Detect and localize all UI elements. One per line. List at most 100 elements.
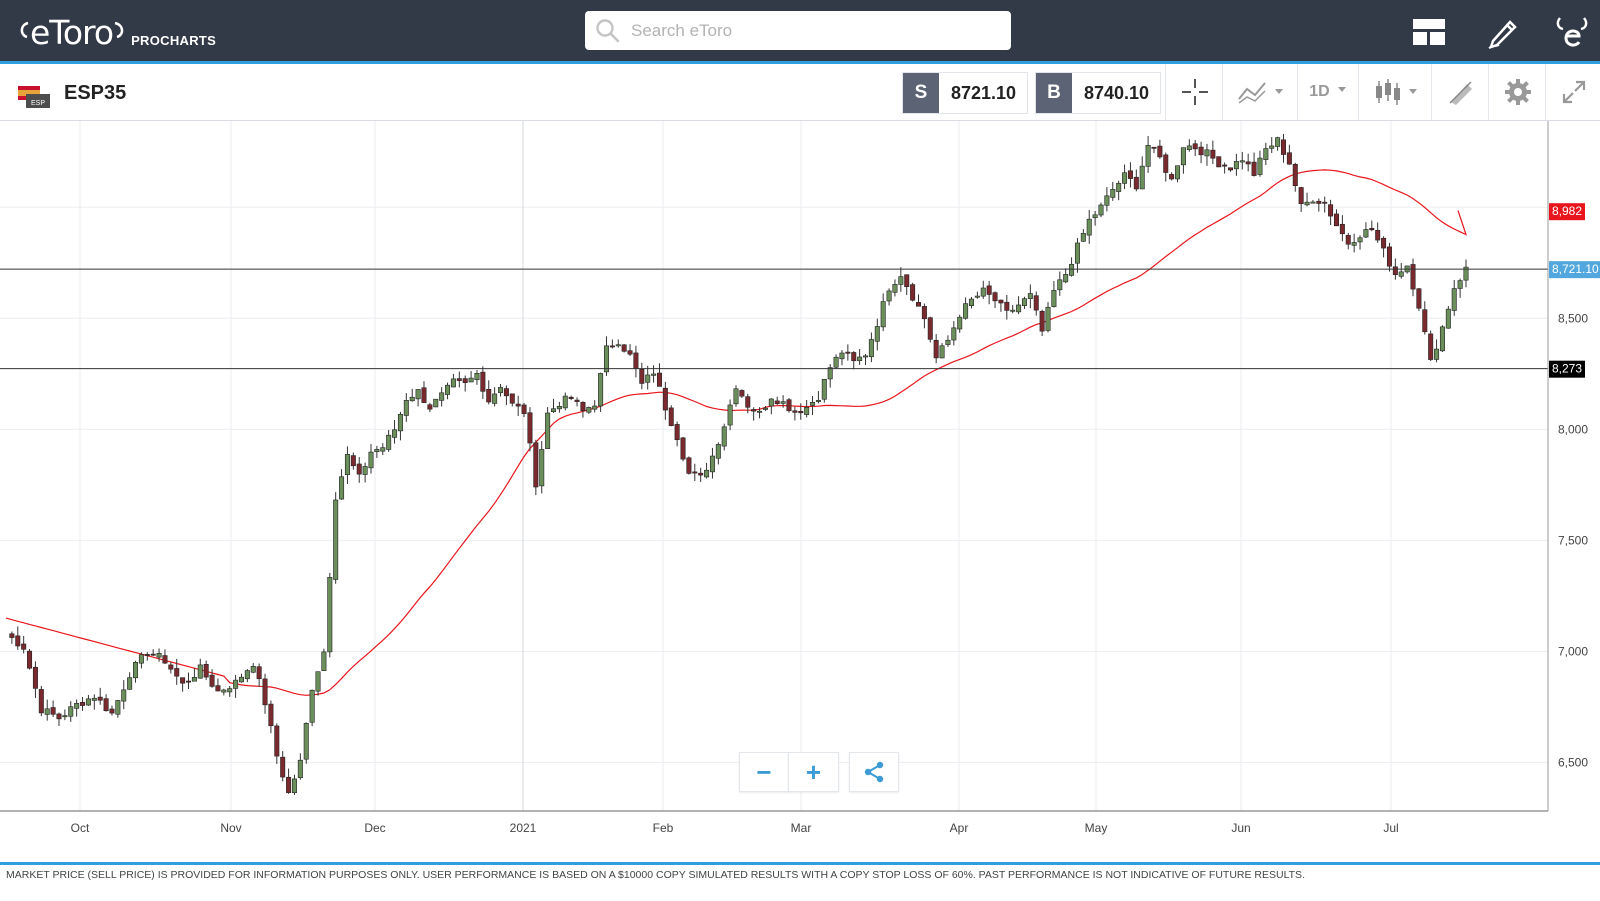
price-tag-label: 8,721.10 (1552, 262, 1599, 276)
candle-down (1004, 301, 1010, 311)
layout-icon[interactable] (1409, 12, 1449, 52)
candle-up (1351, 242, 1357, 246)
candle-down (168, 664, 174, 670)
candle-up (762, 407, 768, 410)
candle-down (851, 352, 857, 362)
candle-down (268, 703, 274, 727)
candle-down (1375, 230, 1381, 241)
candle-up (1074, 242, 1080, 264)
candle-up (1363, 229, 1369, 238)
candle-down (1198, 146, 1204, 156)
candle-down (1192, 143, 1198, 150)
candle-down (1039, 310, 1045, 332)
chart-type-dropdown[interactable] (1358, 64, 1432, 120)
candle-down (998, 299, 1004, 304)
candle-up (297, 759, 303, 778)
candle-up (1080, 233, 1086, 242)
sell-button[interactable]: S 8721.10 (902, 72, 1028, 114)
candle-up (333, 499, 339, 580)
candle-up (815, 400, 821, 402)
candle-up (963, 303, 969, 319)
candle-down (509, 393, 515, 404)
candle-down (1369, 227, 1375, 231)
candle-up (339, 476, 345, 500)
candle-down (1033, 295, 1039, 311)
candle-up (598, 373, 604, 407)
etoro-logo[interactable]: eToro PROCHARTS (18, 10, 216, 54)
time-tick-label: Jul (1383, 821, 1398, 835)
candle-up (62, 715, 68, 718)
candle-down (568, 396, 574, 399)
candle-down (680, 437, 686, 460)
candle-down (1127, 170, 1133, 179)
candle-up (863, 355, 869, 358)
candle-up (1104, 195, 1110, 206)
buy-button[interactable]: B 8740.10 (1035, 72, 1161, 114)
candle-down (633, 352, 639, 370)
candle-down (986, 285, 992, 295)
time-tick-label: Nov (220, 821, 241, 835)
candle-up (1010, 309, 1016, 312)
candle-up (768, 398, 774, 407)
candle-up (898, 276, 904, 285)
candle-down (609, 345, 615, 348)
candle-up (409, 396, 415, 402)
candle-up (603, 345, 609, 373)
procharts-label: PROCHARTS (131, 32, 217, 48)
candle-down (503, 388, 509, 397)
candle-down (144, 654, 150, 656)
candle-up (1398, 271, 1404, 277)
candle-up (880, 301, 886, 328)
candle-up (468, 377, 474, 383)
candle-up (733, 388, 739, 405)
candle-up (244, 670, 250, 680)
candle-up (945, 339, 951, 345)
etoro-user-icon[interactable] (1552, 12, 1592, 52)
candle-down (15, 635, 21, 647)
candle-up (1175, 165, 1181, 180)
candle-up (1310, 201, 1316, 204)
candle-down (1251, 161, 1257, 176)
candle-up (397, 414, 403, 432)
candle-up (968, 298, 974, 307)
candle-up (1063, 274, 1069, 283)
drawing-tools-button[interactable] (1431, 64, 1489, 120)
timeframe-dropdown[interactable]: 1D (1297, 64, 1359, 120)
price-tag-label: 8,982 (1552, 204, 1582, 218)
search-input[interactable] (629, 19, 993, 42)
settings-button[interactable] (1488, 64, 1546, 120)
candle-down (427, 404, 433, 410)
candle-down (662, 387, 668, 411)
candle-up (539, 449, 545, 487)
price-chart[interactable]: 8,982 8,721.10 8,273 6,500 7,000 7,500 8,000 8… (0, 121, 1600, 862)
candle-up (1186, 145, 1192, 150)
candle-up (403, 400, 409, 416)
share-button[interactable] (849, 752, 899, 792)
zoom-out-button[interactable]: − (739, 752, 789, 792)
candle-down (1416, 288, 1422, 309)
candle-down (1410, 264, 1416, 290)
candle-down (50, 707, 56, 715)
candle-up (197, 664, 203, 679)
top-navigation-bar: eToro PROCHARTS (0, 0, 1600, 64)
compare-button[interactable] (1222, 64, 1298, 120)
candle-up (156, 653, 162, 658)
fullscreen-button[interactable] (1545, 64, 1600, 120)
candlestick-series (9, 133, 1469, 795)
candle-down (910, 284, 916, 301)
candle-up (1269, 145, 1275, 149)
candle-down (180, 677, 186, 684)
candle-down (97, 696, 103, 701)
buy-tag: B (1036, 73, 1072, 113)
candle-down (621, 344, 627, 352)
candle-up (445, 384, 451, 395)
zoom-in-button[interactable]: + (788, 752, 839, 792)
candle-down (627, 350, 633, 355)
edit-pencil-icon[interactable] (1483, 12, 1523, 52)
candle-down (56, 713, 62, 720)
zoom-out-label: − (756, 757, 772, 787)
crosshair-button[interactable] (1165, 64, 1223, 120)
candle-up (233, 679, 239, 689)
candlestick-chart[interactable]: 8,982 8,721.10 8,273 6,500 7,000 7,500 8,000 8… (0, 121, 1600, 862)
search-box[interactable] (585, 11, 1011, 50)
